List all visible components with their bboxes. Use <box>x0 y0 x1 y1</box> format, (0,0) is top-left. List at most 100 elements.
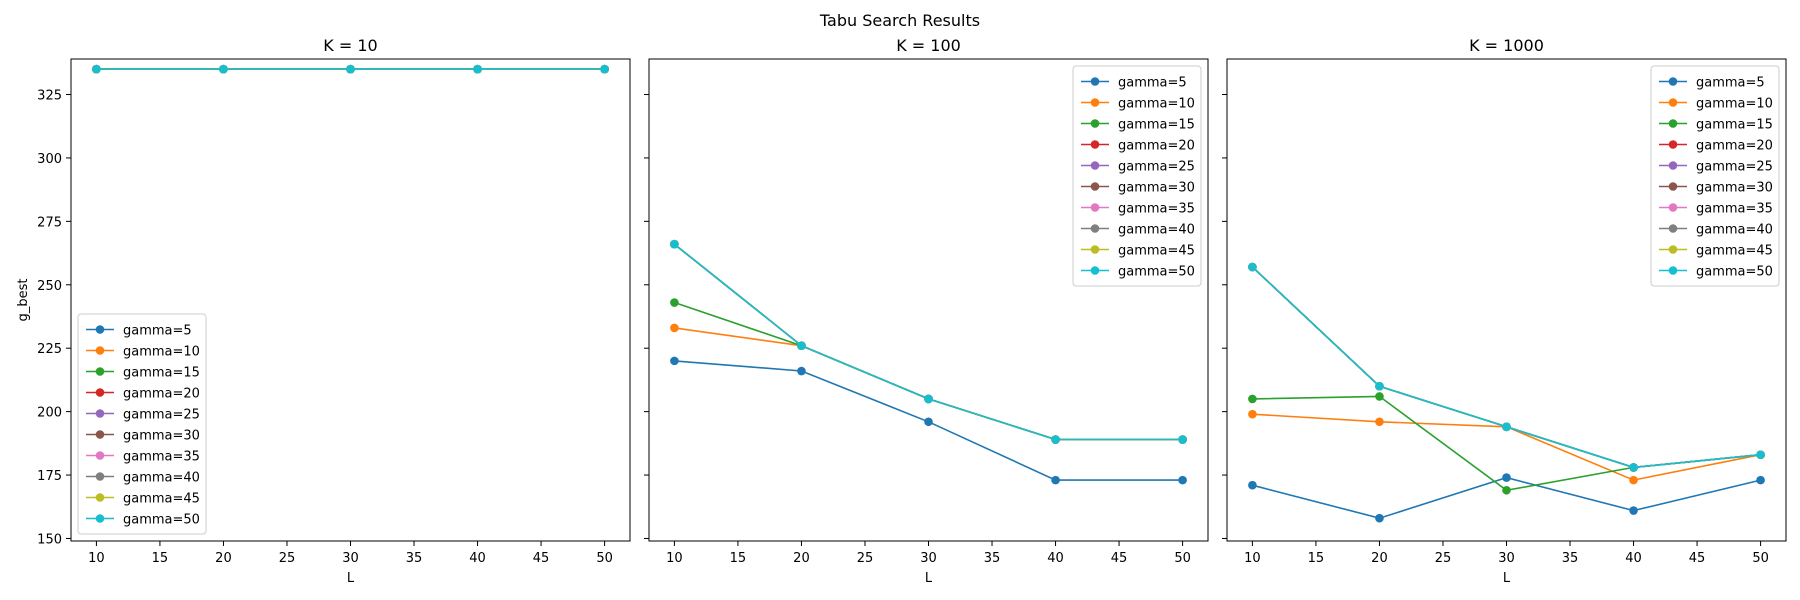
legend-swatch-marker <box>1090 224 1100 233</box>
data-point-gamma-50 <box>1502 422 1511 432</box>
x-tick-label: 25 <box>1435 551 1452 566</box>
legend-entry-label: gamma=30 <box>1696 181 1773 196</box>
legend-entry-label: gamma=40 <box>1696 223 1773 238</box>
x-tick-label: 50 <box>1174 551 1191 566</box>
legend-entry-label: gamma=25 <box>1118 160 1195 175</box>
x-tick-label: 30 <box>1498 551 1515 566</box>
x-tick-label: 30 <box>342 551 359 566</box>
legend-swatch-marker <box>1090 203 1100 212</box>
series-line-gamma-20 <box>1251 266 1761 469</box>
data-point-gamma-50 <box>473 64 482 74</box>
legend-swatch-marker <box>95 451 105 460</box>
legend-entry-label: gamma=35 <box>1696 202 1773 217</box>
y-tick-label: 225 <box>37 342 62 357</box>
x-tick-label: 20 <box>793 551 810 566</box>
x-axis-label: L <box>1503 571 1511 586</box>
legend-swatch-marker <box>1090 119 1100 128</box>
legend-swatch-marker <box>95 367 105 376</box>
legend-entry-label: gamma=15 <box>1696 118 1773 133</box>
legend-entry-label: gamma=40 <box>123 471 200 486</box>
series-line-gamma-25 <box>1251 266 1761 469</box>
x-tick-label: 45 <box>533 551 550 566</box>
data-point-gamma-50 <box>1178 435 1187 444</box>
legend-entry-label: gamma=5 <box>123 324 192 339</box>
legend-entry-label: gamma=30 <box>123 429 200 444</box>
x-tick-label: 45 <box>1689 551 1706 566</box>
data-point-gamma-50 <box>346 64 355 74</box>
legend-swatch-marker <box>1668 119 1678 128</box>
y-tick-label: 150 <box>37 532 62 547</box>
data-point-gamma-5 <box>670 356 679 366</box>
data-point-gamma-50 <box>92 64 101 74</box>
legend-box <box>1072 65 1202 287</box>
legend-entry-label: gamma=10 <box>1696 97 1773 112</box>
legend-swatch-marker <box>1668 140 1678 149</box>
legend-swatch-marker <box>1668 161 1678 170</box>
data-point-gamma-50 <box>219 64 228 74</box>
data-point-gamma-50 <box>600 64 609 74</box>
data-point-gamma-15 <box>1248 394 1257 404</box>
x-tick-label: 15 <box>730 551 747 566</box>
axes-frame <box>70 58 631 542</box>
x-tick-label: 10 <box>1244 551 1261 566</box>
data-point-gamma-10 <box>1248 409 1257 419</box>
data-point-gamma-10 <box>670 323 679 333</box>
data-point-gamma-15 <box>1502 485 1511 495</box>
legend-entry-label: gamma=10 <box>1118 97 1195 112</box>
data-point-gamma-50 <box>1051 435 1060 444</box>
legend-entry-label: gamma=10 <box>123 345 200 360</box>
data-point-gamma-5 <box>797 366 806 376</box>
data-point-gamma-10 <box>1629 475 1638 485</box>
legend-entry-label: gamma=25 <box>123 408 200 423</box>
y-tick-label: 325 <box>37 89 62 104</box>
x-axis-label: L <box>925 571 933 586</box>
legend-entry-label: gamma=40 <box>1118 223 1195 238</box>
legend-swatch-marker <box>95 346 105 355</box>
x-tick-label: 25 <box>279 551 296 566</box>
legend-entry-label: gamma=25 <box>1696 160 1773 175</box>
legend-entry-label: gamma=20 <box>123 387 200 402</box>
data-point-gamma-50 <box>924 394 933 404</box>
legend-entry-label: gamma=15 <box>123 366 200 381</box>
legend-entry-label: gamma=20 <box>1696 139 1773 154</box>
subplot-k-10: K = 10 10 15 20 25 30 35 40 45 50 150 175 200 225 250 2… <box>16 36 631 586</box>
x-axis-label: L <box>347 571 355 586</box>
x-tick-label: 45 <box>1111 551 1128 566</box>
x-tick-label: 10 <box>88 551 105 566</box>
x-tick-label: 40 <box>1625 551 1642 566</box>
data-point-gamma-50 <box>1629 463 1638 472</box>
x-tick-label: 50 <box>596 551 613 566</box>
legend-entry-label: gamma=45 <box>1118 244 1195 259</box>
legend-entry-label: gamma=50 <box>1118 265 1195 280</box>
legend-entry-label: gamma=45 <box>123 492 200 507</box>
legend-swatch-marker <box>95 472 105 481</box>
data-point-gamma-50 <box>797 341 806 350</box>
legend-swatch-marker <box>1668 98 1678 107</box>
legend: gamma=5 gamma=10 gamma=15 gamma=20 gamma=25 g… <box>1650 65 1780 287</box>
legend-entry-label: gamma=50 <box>1696 265 1773 280</box>
data-point-gamma-10 <box>1375 417 1384 427</box>
axes-frame <box>648 58 1209 542</box>
legend-entry-label: gamma=30 <box>1118 181 1195 196</box>
series-line-gamma-5 <box>1252 476 1761 520</box>
series-line-gamma-30 <box>1251 266 1761 469</box>
x-tick-label: 15 <box>1308 551 1325 566</box>
legend-swatch-marker <box>95 409 105 418</box>
x-tick-label: 40 <box>469 551 486 566</box>
data-point-gamma-5 <box>1248 480 1257 490</box>
x-tick-label: 20 <box>1371 551 1388 566</box>
legend-swatch-marker <box>1090 161 1100 170</box>
x-tick-label: 35 <box>406 551 423 566</box>
series-line-gamma-50 <box>1251 266 1761 469</box>
legend-entry-label: gamma=50 <box>123 513 200 528</box>
legend-swatch-marker <box>95 514 105 523</box>
legend-entry-label: gamma=15 <box>1118 118 1195 133</box>
legend-entry-label: gamma=5 <box>1118 76 1187 91</box>
x-tick-label: 15 <box>152 551 169 566</box>
legend-entry-label: gamma=5 <box>1696 76 1765 91</box>
subplot-title: K = 1000 <box>1469 36 1544 55</box>
legend-swatch-marker <box>95 493 105 502</box>
